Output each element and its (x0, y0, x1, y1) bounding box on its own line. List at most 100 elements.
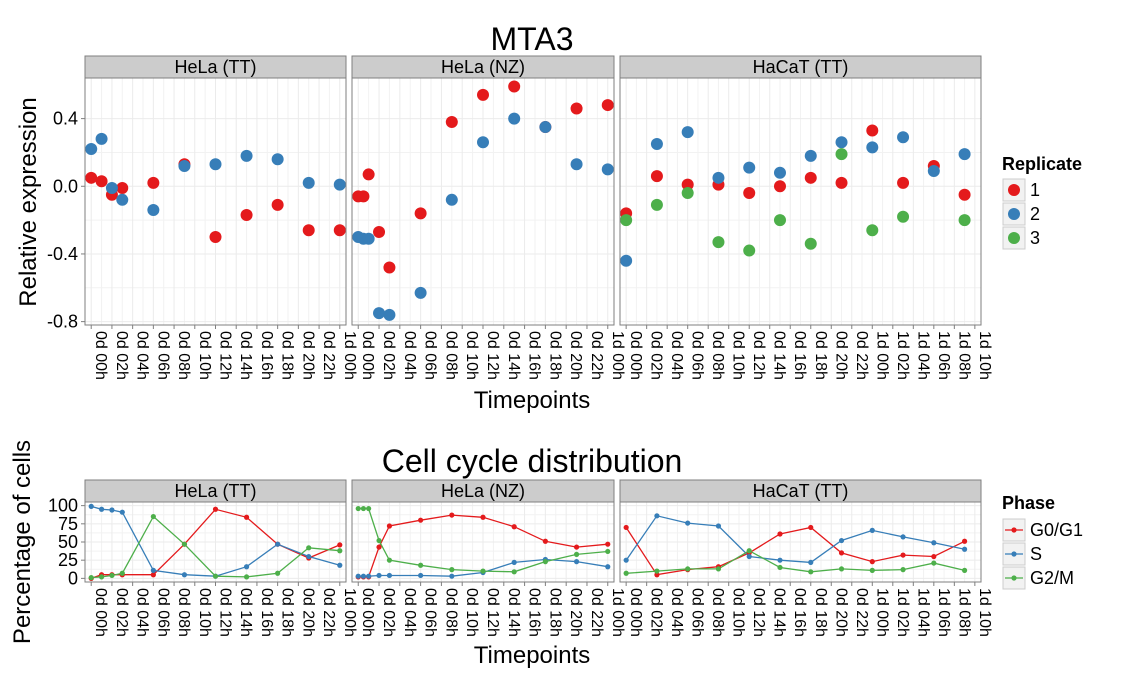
x-axis-title: Timepoints (474, 387, 590, 414)
x-tick-label: 0d 08h (709, 588, 726, 637)
data-point (866, 141, 879, 154)
x-tick-label: 0d 14h (505, 588, 522, 637)
facet-strip-label: HaCaT (TT) (753, 57, 849, 77)
data-point (542, 538, 548, 544)
data-point (373, 307, 386, 320)
legend-label: S (1030, 544, 1042, 564)
data-point (931, 553, 937, 560)
data-point (804, 237, 817, 250)
x-tick-label: 1d 10h (976, 588, 993, 637)
data-point (685, 566, 691, 572)
data-point (681, 187, 694, 200)
x-tick-label: 0d 16h (526, 331, 543, 380)
data-point (746, 548, 752, 554)
data-point (743, 244, 756, 257)
data-point (712, 171, 725, 184)
data-point (337, 548, 343, 554)
data-point (181, 572, 188, 578)
data-point (243, 574, 250, 580)
data-point (773, 214, 786, 227)
data-point (105, 181, 118, 194)
y-tick-label: 75 (58, 514, 78, 534)
x-tick-label: 0d 22h (320, 331, 337, 380)
x-tick-label: 0d 06h (422, 588, 439, 637)
data-point (418, 572, 424, 579)
data-point (355, 573, 361, 579)
data-point (302, 224, 315, 237)
data-point (480, 568, 486, 574)
x-tick-label: 0d 22h (588, 331, 605, 380)
cell-cycle-chart: Cell cycle distribution Timepoints Percent… (9, 440, 1083, 669)
data-point (477, 136, 489, 149)
data-point (212, 506, 219, 512)
x-tick-label: 0d 16h (258, 331, 275, 380)
legend-label: 2 (1030, 204, 1040, 224)
x-tick-label: 0d 18h (812, 588, 829, 637)
x-tick-label: 1d 00h (873, 331, 890, 380)
data-point (900, 534, 906, 540)
data-point (85, 143, 98, 156)
panel-border (619, 77, 982, 326)
facet-strip-label: HeLa (NZ) (441, 481, 525, 501)
x-tick-label: 1d 06h (935, 331, 952, 380)
data-point (212, 573, 219, 579)
x-tick-label: 0d 20h (567, 331, 584, 380)
series-line (625, 515, 965, 564)
data-point (835, 148, 848, 161)
x-tick-label: 0d 22h (853, 331, 870, 380)
x-tick-label: 0d 00h (627, 331, 644, 380)
data-point (508, 112, 521, 125)
y-axis-title: Relative expression (15, 97, 42, 306)
legend-label: 1 (1030, 180, 1040, 200)
data-point (573, 551, 580, 557)
data-point (869, 559, 875, 565)
data-point (773, 180, 786, 193)
data-point (360, 505, 367, 512)
data-point (623, 524, 629, 531)
data-point (712, 236, 725, 249)
x-axis-title: Timepoints (474, 642, 590, 669)
x-tick-label: 0d 04h (668, 588, 685, 637)
chart-title: Cell cycle distribution (382, 443, 683, 479)
data-point (366, 505, 372, 512)
x-tick-label: 1d 00h (609, 331, 626, 380)
data-point (508, 80, 521, 93)
data-point (573, 544, 580, 550)
x-tick-label: 0d 12h (217, 331, 234, 380)
data-point (376, 544, 382, 550)
x-tick-label: 0d 04h (401, 331, 418, 380)
x-tick-label: 0d 00h (359, 331, 376, 380)
x-tick-label: 0d 16h (791, 331, 808, 380)
data-point (333, 178, 346, 191)
x-tick-label: 0d 10h (730, 588, 747, 637)
x-tick-label: 0d 14h (771, 588, 788, 637)
legend-marker (1008, 184, 1020, 196)
data-point (542, 559, 548, 565)
x-tick-label: 0d 18h (279, 588, 296, 637)
x-tick-label: 0d 20h (832, 331, 849, 380)
data-point (243, 564, 250, 570)
x-tick-label: 0d 04h (401, 588, 418, 637)
data-point (116, 181, 129, 194)
x-tick-label: 0d 12h (484, 331, 501, 380)
legend-marker (1008, 232, 1020, 244)
data-point (386, 572, 393, 579)
data-point (777, 531, 783, 537)
data-point (958, 148, 971, 161)
y-tick-label: 25 (58, 550, 78, 570)
legend: Replicate 1 2 3 (1002, 154, 1082, 250)
data-point (373, 225, 386, 238)
data-point (98, 506, 105, 512)
x-tick-label: 0d 08h (175, 331, 192, 380)
facet-strip-label: HeLa (TT) (174, 57, 256, 77)
data-point (654, 513, 660, 519)
data-point (601, 99, 614, 112)
data-point (605, 541, 611, 547)
data-point (360, 573, 367, 579)
x-tick-label: 0d 02h (113, 331, 130, 380)
legend-marker (1011, 527, 1017, 533)
data-point (98, 574, 105, 580)
y-tick-label: 0.0 (53, 176, 78, 196)
x-tick-label: 0d 00h (359, 588, 376, 637)
